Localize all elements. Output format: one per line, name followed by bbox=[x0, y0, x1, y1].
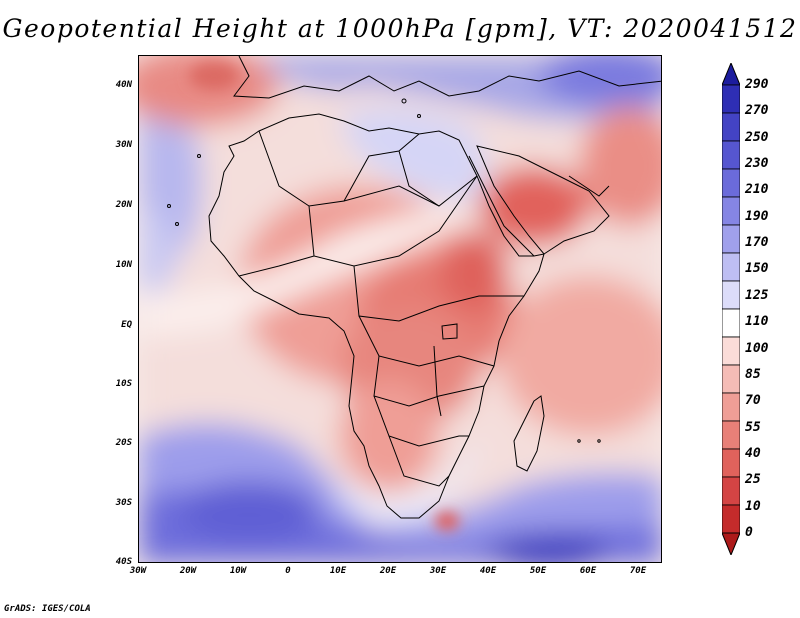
lat-label-10n: 10N bbox=[115, 260, 132, 270]
colorbar-cell bbox=[722, 280, 740, 310]
colorbar-label: 150 bbox=[745, 261, 769, 277]
lat-label-30n: 30N bbox=[115, 140, 132, 150]
colorbar-cell bbox=[722, 448, 740, 478]
colorbar-label: 290 bbox=[745, 77, 769, 92]
lon-label-30e: 30E bbox=[429, 566, 447, 576]
lat-label-10s: 10S bbox=[115, 379, 132, 389]
colorbar-cell bbox=[722, 392, 740, 422]
colorbar-cell bbox=[722, 364, 740, 394]
map-plot-area bbox=[138, 55, 662, 563]
lon-label-70e: 70E bbox=[629, 566, 647, 576]
colorbar-cell-top bbox=[722, 63, 740, 86]
map-title: Geopotential Height at 1000hPa [gpm], VT… bbox=[2, 14, 798, 43]
colorbar-label: 25 bbox=[745, 472, 761, 488]
lat-label-40n: 40N bbox=[115, 80, 132, 90]
colorbar-label: 0 bbox=[745, 525, 753, 540]
colorbar-cell bbox=[722, 336, 740, 366]
lon-label-40e: 40E bbox=[479, 566, 497, 576]
colorbar-cell bbox=[722, 196, 740, 226]
colorbar-cell bbox=[722, 476, 740, 506]
colorbar bbox=[722, 63, 740, 555]
colorbar-cell bbox=[722, 420, 740, 450]
lon-label-10e: 10E bbox=[329, 566, 347, 576]
colorbar-label: 70 bbox=[745, 393, 761, 409]
lat-label-30s: 30S bbox=[115, 498, 132, 508]
lon-label-20e: 20E bbox=[379, 566, 397, 576]
credit-label: GrADS: IGES/COLA bbox=[4, 604, 91, 614]
lon-label-30w: 30W bbox=[129, 566, 147, 576]
colorbar-label: 270 bbox=[745, 103, 769, 119]
colorbar-label: 230 bbox=[745, 156, 769, 172]
colorbar-label: 190 bbox=[745, 208, 769, 224]
lat-label-40s: 40S bbox=[115, 557, 132, 567]
colorbar-cell bbox=[722, 168, 740, 198]
colorbar-label: 170 bbox=[745, 235, 769, 251]
colorbar-cell bbox=[722, 252, 740, 282]
lon-label-20w: 20W bbox=[179, 566, 197, 576]
colorbar-label: 250 bbox=[745, 129, 769, 145]
lon-label-60e: 60E bbox=[579, 566, 597, 576]
lon-label-0: 0 bbox=[285, 566, 291, 576]
colorbar-label: 100 bbox=[745, 340, 769, 356]
colorbar-cell bbox=[722, 504, 740, 534]
colorbar-label: 85 bbox=[745, 366, 761, 382]
colorbar-cell bbox=[722, 140, 740, 170]
colorbar-label: 10 bbox=[745, 498, 761, 514]
colorbar-cell bbox=[722, 112, 740, 142]
colorbar-cell bbox=[722, 308, 740, 338]
height-field-map bbox=[139, 56, 661, 562]
colorbar-cell bbox=[722, 224, 740, 254]
coastlines bbox=[167, 56, 661, 519]
lat-label-20s: 20S bbox=[115, 438, 132, 448]
colorbar-label: 55 bbox=[745, 419, 761, 435]
colorbar-label: 210 bbox=[745, 182, 769, 198]
lat-label-eq: EQ bbox=[121, 320, 132, 330]
lon-label-50e: 50E bbox=[529, 566, 547, 576]
colorbar-label: 125 bbox=[745, 287, 769, 303]
lon-label-10w: 10W bbox=[229, 566, 247, 576]
lat-label-20n: 20N bbox=[115, 200, 132, 210]
colorbar-label: 40 bbox=[745, 445, 761, 461]
colorbar-label: 110 bbox=[745, 314, 769, 330]
colorbar-cell bbox=[722, 84, 740, 114]
colorbar-cell-bottom bbox=[722, 532, 740, 555]
